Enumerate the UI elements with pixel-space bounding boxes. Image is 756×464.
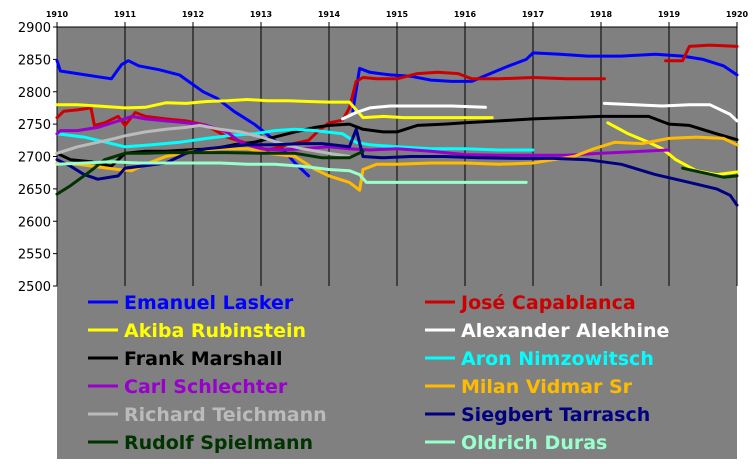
legend-panel [57,286,737,459]
x-tick-label: 1911 [114,10,137,19]
series-line-richard-teichmann [55,123,351,158]
series-line-frank-marshall [55,114,739,168]
y-tick-label: 2900 [18,21,51,36]
series-line-rudolf-spielmann [55,149,365,196]
legend-label-oldrich-duras: Oldrich Duras [461,432,607,454]
series-line-carl-schlechter [55,114,671,157]
legend-label-frank-marshall: Frank Marshall [124,348,283,370]
y-tick-label: 2800 [18,86,51,101]
legend-label-carl-schlechter: Carl Schlechter [124,376,288,398]
x-tick-label: 1918 [590,10,613,19]
y-tick-label: 2500 [18,280,51,295]
axes: 1910 1911 1912 1913 1914 1915 1916 1917 1918 1919… [18,10,749,295]
x-tick-label: 1914 [318,10,341,19]
y-tick-label: 2600 [18,215,51,230]
y-tick-label: 2550 [18,248,51,263]
y-tick-label: 2850 [18,53,51,68]
series-line-aron-nimzowitsch [55,127,535,152]
legend-label-jos-capablanca: José Capablanca [459,292,636,314]
series-line-siegbert-tarrasch [55,127,739,207]
legend-label-aron-nimzowitsch: Aron Nimzowitsch [461,348,654,370]
x-tick-label: 1916 [454,10,477,19]
series-line-rudolf-spielmann [681,166,739,179]
y-tick-label: 2700 [18,151,51,166]
legend-label-emanuel-lasker: Emanuel Lasker [124,292,294,314]
series-line-oldrich-duras [55,160,528,184]
y-tick-label: 2750 [18,118,51,133]
legend: Emanuel Lasker José Capablanca Akiba Rubin… [88,292,669,454]
legend-label-rudolf-spielmann: Rudolf Spielmann [124,432,313,454]
legend-label-milan-vidmar-sr: Milan Vidmar Sr [461,376,633,398]
series-line-emanuel-lasker [351,51,739,113]
x-tick-label: 1912 [182,10,204,19]
series-lines [55,43,739,207]
x-tick-label: 1915 [386,10,409,19]
series-line-alexander-alekhine [602,101,739,123]
x-tick-label: 1917 [522,10,544,19]
legend-label-siegbert-tarrasch: Siegbert Tarrasch [461,404,650,426]
x-tick-label: 1910 [46,10,69,19]
y-tick-label: 2650 [18,183,51,198]
series-line-akiba-rubinstein [55,98,494,120]
x-tick-label: 1920 [726,10,749,19]
legend-label-richard-teichmann: Richard Teichmann [124,404,327,426]
series-line-jos-capablanca [664,43,739,63]
legend-label-akiba-rubinstein: Akiba Rubinstein [124,320,306,342]
gridlines [56,27,738,286]
legend-label-alexander-alekhine: Alexander Alekhine [461,320,669,342]
x-tick-label: 1913 [250,10,272,19]
x-tick-label: 1919 [658,10,681,19]
series-line-alexander-alekhine [341,104,487,121]
